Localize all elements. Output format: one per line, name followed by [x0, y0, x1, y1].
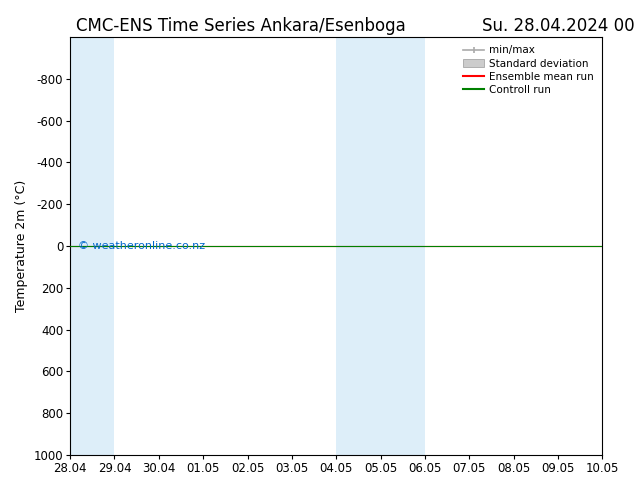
Bar: [70, 37, 115, 455]
Bar: [336, 37, 380, 455]
Y-axis label: Temperature 2m (°C): Temperature 2m (°C): [15, 180, 28, 312]
Text: CMC-ENS Time Series Ankara/Esenboga: CMC-ENS Time Series Ankara/Esenboga: [76, 17, 406, 35]
Text: © weatheronline.co.nz: © weatheronline.co.nz: [78, 241, 205, 251]
Bar: [380, 37, 425, 455]
Legend: min/max, Standard deviation, Ensemble mean run, Controll run: min/max, Standard deviation, Ensemble me…: [460, 42, 597, 98]
Text: Su. 28.04.2024 00 UTC: Su. 28.04.2024 00 UTC: [482, 17, 634, 35]
